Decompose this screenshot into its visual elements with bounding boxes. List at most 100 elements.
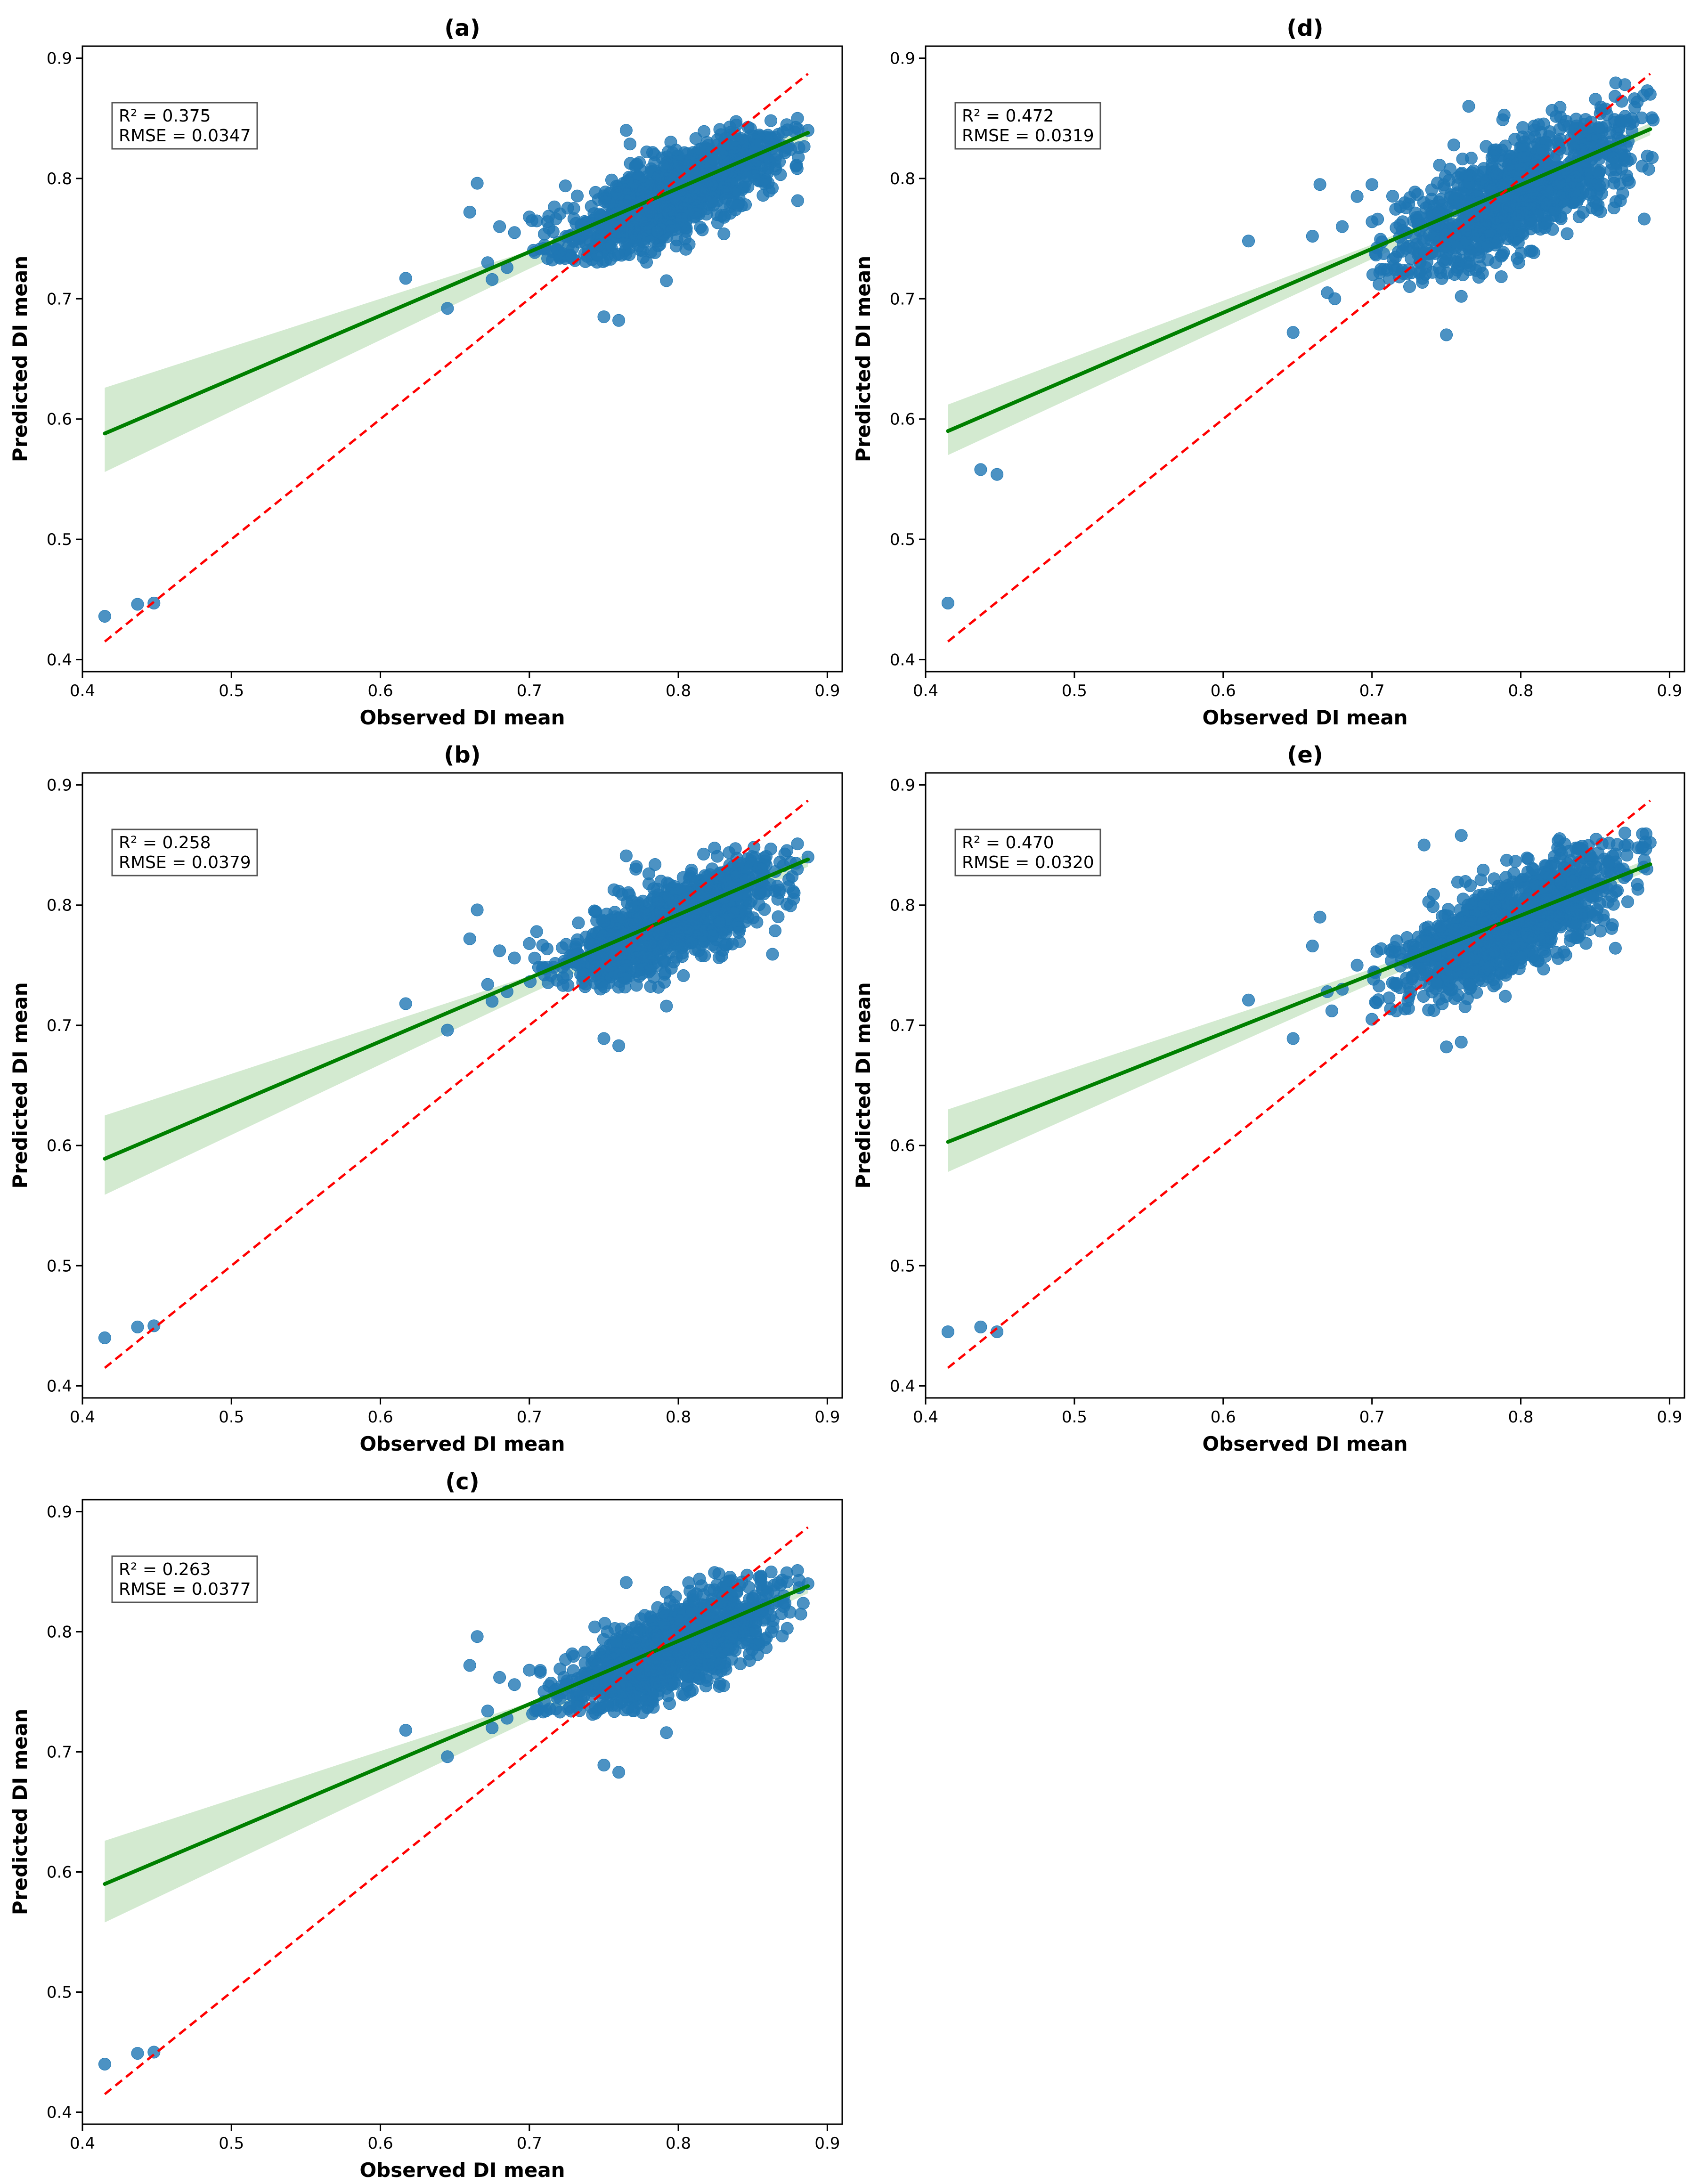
panel-a-data-point bbox=[561, 240, 575, 253]
panel-b-data-point bbox=[781, 844, 794, 857]
panel-a-data-point bbox=[648, 246, 661, 259]
panel-e-data-point bbox=[1590, 903, 1603, 916]
panel-b-data-point bbox=[771, 893, 784, 906]
panel-d-data-point bbox=[941, 596, 954, 609]
panel-e-data-point bbox=[1540, 867, 1553, 880]
panel-b-data-point bbox=[623, 888, 636, 901]
panel-d-data-point bbox=[1462, 100, 1475, 113]
panel-b-data-point bbox=[598, 915, 611, 928]
panel-e-data-point bbox=[1555, 847, 1568, 860]
panel-e-y-tick-label: 0.4 bbox=[890, 1377, 915, 1396]
panel-e-data-point bbox=[1366, 1013, 1379, 1026]
panel-e-data-point bbox=[1620, 849, 1634, 862]
panel-e-data-point bbox=[1594, 925, 1607, 938]
panel-a-y-tick-label: 0.5 bbox=[47, 530, 72, 549]
panel-b-data-point bbox=[757, 887, 771, 901]
panel-d-x-tick-label: 0.8 bbox=[1508, 682, 1533, 700]
panel-a-y-tick-label: 0.4 bbox=[47, 650, 72, 669]
panel-a-data-point bbox=[664, 172, 677, 185]
panel-d-data-point bbox=[1440, 253, 1453, 266]
panel-e-data-point bbox=[1476, 974, 1489, 988]
panel-d-data-point bbox=[1397, 238, 1410, 251]
panel-b-data-point bbox=[701, 870, 714, 883]
panel-d-reference-line bbox=[947, 73, 1651, 643]
panel-b-data-point bbox=[616, 911, 629, 924]
panel-a-data-point bbox=[585, 200, 598, 213]
panel-a-data-point bbox=[680, 221, 693, 235]
panel-e-data-point bbox=[1413, 961, 1426, 974]
panel-a-x-tick-label: 0.8 bbox=[666, 682, 691, 700]
panel-d-data-point bbox=[1631, 96, 1644, 108]
panel-e-data-point bbox=[1427, 1004, 1440, 1017]
panel-e-data-point bbox=[1575, 908, 1588, 921]
panel-a-y-tick-label: 0.7 bbox=[47, 290, 72, 309]
panel-e-data-point bbox=[1458, 1000, 1472, 1013]
panel-e-data-point bbox=[1548, 859, 1562, 872]
panel-a-data-point bbox=[765, 114, 777, 127]
panel-e-data-point bbox=[1574, 842, 1586, 855]
panel-a-data-point bbox=[553, 249, 566, 262]
panel-b-y-axis-label: Predicted DI mean bbox=[8, 982, 32, 1188]
panel-b-data-point bbox=[643, 939, 657, 952]
panel-a: 0.4 0.5 0.6 0.7 0.8 0.90.40.50.60.70.80.9(a)O… bbox=[8, 15, 843, 729]
panel-e-points bbox=[941, 827, 1657, 1339]
panel-a-x-tick-label: 0.7 bbox=[517, 682, 542, 700]
panel-d-data-point bbox=[1607, 177, 1620, 190]
panel-d-data-point bbox=[1619, 78, 1632, 91]
panel-e-data-point bbox=[1609, 942, 1622, 955]
panel-d-data-point bbox=[1623, 176, 1636, 189]
panel-a-data-point bbox=[659, 203, 672, 216]
panel-b-data-point bbox=[530, 925, 543, 938]
panel-e-data-point bbox=[1499, 990, 1512, 1003]
panel-b-data-point bbox=[131, 1320, 144, 1333]
panel-d-y-tick-label: 0.4 bbox=[890, 650, 915, 669]
panel-b-data-point bbox=[769, 924, 781, 937]
panel-e-data-point bbox=[1417, 990, 1430, 1003]
panel-d-data-point bbox=[1645, 111, 1659, 124]
panel-a-data-point bbox=[651, 225, 664, 238]
panel-d-regression-line bbox=[946, 127, 1652, 433]
panel-b-x-tick-label: 0.5 bbox=[219, 1408, 244, 1427]
panel-b-data-point bbox=[613, 948, 626, 961]
panel-a-data-point bbox=[559, 179, 572, 193]
panel-b-x-tick-label: 0.6 bbox=[368, 1408, 393, 1427]
panel-b-r2-text: R² = 0.258 bbox=[119, 833, 211, 852]
panel-e-regression-line bbox=[946, 862, 1652, 1144]
panel-e-data-point bbox=[1501, 882, 1514, 895]
panel-d-data-point bbox=[1389, 251, 1402, 264]
panel-a-y-tick-label: 0.6 bbox=[47, 410, 72, 429]
panel-a-data-point bbox=[131, 598, 144, 611]
panel-d-data-point bbox=[1350, 190, 1364, 203]
panel-b-data-point bbox=[723, 846, 736, 859]
panel-d-y-tick-label: 0.8 bbox=[890, 170, 915, 188]
panel-a-data-point bbox=[567, 202, 580, 215]
panel-a-stats-box-frame bbox=[111, 102, 258, 150]
panel-a-data-point bbox=[98, 610, 111, 623]
panel-a-data-point bbox=[791, 112, 804, 125]
panel-a-data-point bbox=[723, 121, 736, 134]
panel-d-data-point bbox=[1609, 195, 1622, 208]
panel-b-data-point bbox=[471, 903, 484, 917]
panel-a-data-point bbox=[619, 124, 633, 137]
panel-e-data-point bbox=[1477, 887, 1490, 901]
panel-d-data-point bbox=[1431, 177, 1444, 189]
panel-a-data-point bbox=[644, 205, 658, 219]
panel-e-data-point bbox=[1609, 847, 1622, 861]
panel-b-data-point bbox=[528, 951, 541, 965]
panel-a-data-point bbox=[463, 205, 476, 219]
panel-b-data-point bbox=[791, 837, 804, 851]
panel-d-data-point bbox=[1638, 212, 1651, 226]
panel-d-data-point bbox=[1313, 178, 1326, 191]
panel-d-data-point bbox=[1541, 215, 1554, 228]
panel-e-y-tick-label: 0.7 bbox=[890, 1016, 915, 1035]
panel-d-y-axis-label: Predicted DI mean bbox=[852, 256, 875, 462]
panel-a-data-point bbox=[523, 211, 536, 224]
panel-a-data-point bbox=[732, 199, 744, 212]
panel-a-data-point bbox=[750, 138, 764, 151]
panel-a-data-point bbox=[699, 141, 712, 154]
panel-a-data-point bbox=[791, 194, 804, 207]
panel-e-x-axis-label: Observed DI mean bbox=[1202, 1432, 1407, 1455]
panel-a-data-point bbox=[669, 144, 683, 157]
